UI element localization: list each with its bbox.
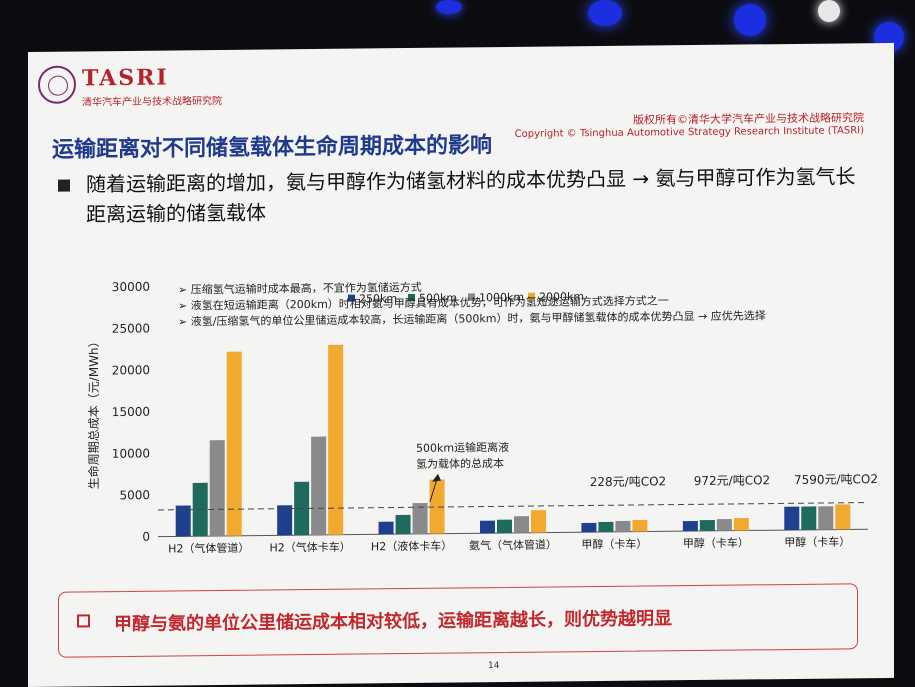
x-tick-label: 甲醇（卡车）: [784, 534, 850, 549]
checkbox-square-icon: [77, 614, 90, 628]
bar: [480, 520, 495, 534]
bar: [497, 519, 512, 534]
chart-notes: ➢ 压缩氢气运输时成本最高，不宜作为氢储运方式 ➢ 液氢在短运输距离（200km…: [178, 276, 766, 330]
stage-light: [588, 0, 622, 26]
bar: [395, 514, 411, 535]
y-tick-label: 10000: [112, 446, 150, 460]
bar: [818, 506, 834, 530]
x-tick-label: 甲醇（卡车）: [683, 535, 749, 550]
bar: [598, 521, 614, 533]
co2-label: 228元/吨CO2: [590, 474, 666, 489]
conclusion-text: 甲醇与氨的单位公里储运成本相对较低，运输距离越长，则优势越明显: [114, 608, 672, 636]
bar: [226, 351, 242, 536]
presentation-slide: TASRI 清华汽车产业与技术战略研究院 版权所有©清华大学汽车产业与技术战略研…: [28, 42, 894, 687]
bar: [835, 504, 851, 530]
page-number: 14: [488, 661, 500, 672]
x-tick-label: H2（气体管道）: [168, 541, 249, 556]
legend-label: 250km: [359, 292, 397, 305]
bar: [801, 506, 817, 530]
legend-label: 1000km: [479, 291, 524, 304]
legend-label: 2000km: [539, 290, 584, 303]
bar: [209, 440, 225, 537]
y-tick-label: 0: [142, 530, 150, 544]
bar: [311, 436, 327, 536]
legend-swatch: [408, 293, 415, 302]
y-tick-label: 25000: [112, 321, 150, 335]
y-tick-label: 15000: [112, 405, 150, 419]
bar: [632, 519, 648, 532]
bar: [328, 344, 344, 535]
bar: [531, 510, 546, 533]
y-tick-label: 20000: [112, 363, 150, 377]
y-axis-label: 生命周期总成本（元/MWh）: [86, 335, 101, 489]
reference-line: [158, 502, 868, 511]
bar: [514, 516, 529, 533]
legend-swatch: [468, 293, 475, 301]
legend-label: 500km: [419, 292, 457, 305]
bar: [699, 519, 715, 531]
x-tick-label: H2（液体卡车）: [371, 539, 452, 554]
y-tick-label: 5000: [119, 488, 150, 502]
legend-swatch: [348, 294, 355, 302]
y-tick-label: 30000: [112, 280, 150, 294]
bar: [429, 479, 445, 534]
bar: [412, 502, 428, 534]
bar: [682, 520, 698, 532]
bar: [615, 520, 631, 532]
bar: [378, 521, 394, 535]
legend-swatch: [528, 292, 535, 300]
x-axis-line: [158, 528, 868, 538]
stage-light: [818, 0, 840, 22]
conclusion-box: 甲醇与氨的单位公里储运成本相对较低，运输距离越长，则优势越明显: [58, 583, 858, 658]
bar: [581, 522, 597, 533]
co2-label: 972元/吨CO2: [694, 473, 770, 488]
bar: [175, 505, 191, 537]
x-tick-label: H2（气体卡车）: [270, 540, 351, 555]
annotation-text: 500km运输距离液: [416, 440, 509, 455]
co2-label: 7590元/吨CO2: [794, 472, 878, 487]
bar: [716, 518, 732, 531]
annotation-text: 氢为载体的总成本: [416, 456, 504, 471]
annotation-arrowhead: [432, 473, 441, 482]
stage-light: [734, 4, 766, 36]
bar: [277, 505, 293, 536]
x-tick-label: 甲醇（卡车）: [581, 537, 647, 552]
stage-light: [436, 0, 462, 14]
bar: [784, 506, 800, 531]
x-tick-label: 氨气（气体管道）: [469, 537, 557, 552]
bar: [733, 517, 749, 531]
chart-canvas: 0 5000 10000 15000 20000 25000 30000 生命周期总成本（元/…: [86, 280, 878, 556]
